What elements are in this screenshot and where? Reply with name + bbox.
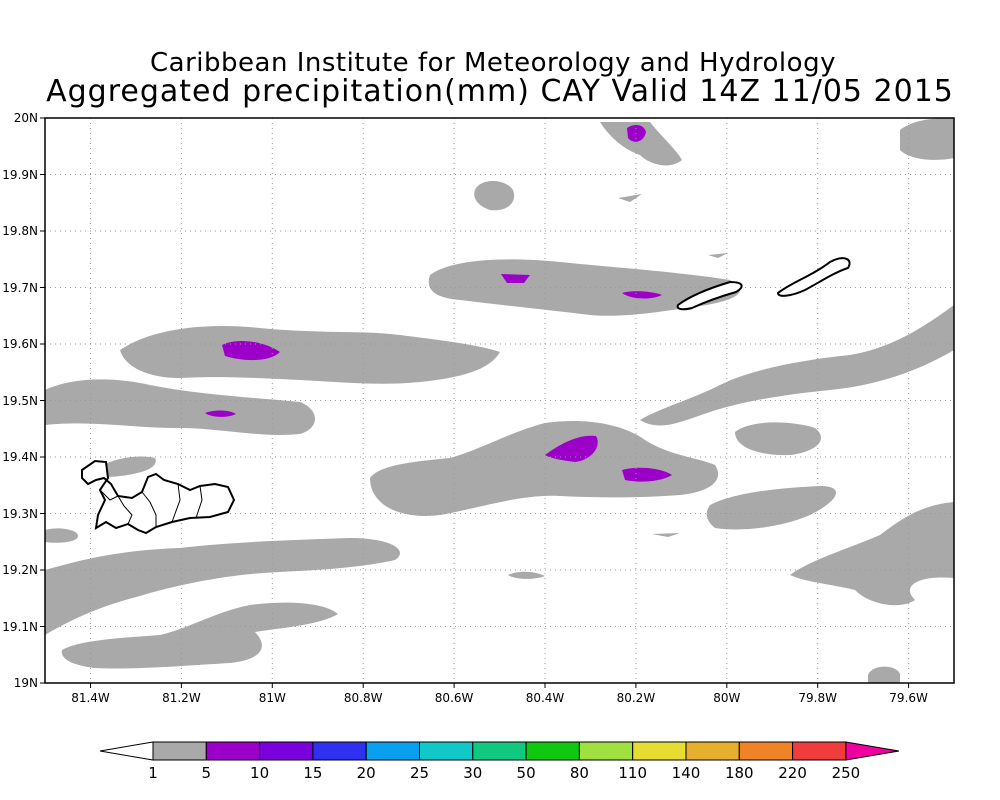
colorbar-cell [792,741,847,761]
colorbar-label: 5 [202,764,212,782]
x-tick-label: 80.8W [344,691,383,705]
colorbar-cell [365,741,421,761]
map-title-line1: Caribbean Institute for Meteorology and … [150,48,836,78]
y-tick-label: 19.4N [2,450,38,464]
y-tick-label: 19N [14,676,38,690]
colorbar-label: 25 [410,764,429,782]
colorbar-cell [312,741,367,761]
precip-area [708,253,728,258]
x-tick-label: 81.2W [162,691,201,705]
precip-area [120,326,500,384]
y-axis-labels: 20N 19.9N 19.8N 19.7N 19.6N 19.5N 19.4N … [2,111,38,690]
little-cayman-island [676,280,743,311]
cayman-islands-outline [81,257,851,535]
x-tick-label: 80W [713,691,740,705]
x-axis-labels: 81.4W 81.2W 81W 80.8W 80.6W 80.4W 80.2W … [71,691,928,705]
colorbar-label: 20 [357,764,376,782]
precip-area [790,502,954,606]
x-tick-label: 80.4W [526,691,565,705]
colorbar-label: 180 [725,764,754,782]
precip-area [428,259,740,316]
x-tick-label: 80.6W [435,691,474,705]
colorbar-cell [632,741,687,761]
precip-area [45,379,315,435]
precip-area [474,181,515,211]
colorbar-label: 50 [517,764,536,782]
colorbar-cell [419,741,474,761]
axis-ticks [40,117,910,688]
colorbar-label: 220 [778,764,807,782]
y-tick-label: 19.7N [2,281,38,295]
x-tick-label: 81.4W [71,691,110,705]
precip-area [900,118,954,160]
cayman-brac-island [776,257,851,297]
colorbar-cell [738,741,794,761]
precip-area [706,486,837,530]
colorbar-cell [685,741,740,761]
x-tick-label: 80.2W [617,691,656,705]
x-tick-label: 81W [259,691,286,705]
grand-cayman-island [81,459,236,535]
precip-area-heavy [222,340,280,361]
colorbar-label: 110 [618,764,647,782]
colorbar-label: 80 [570,764,589,782]
precip-area [735,422,821,456]
y-tick-label: 19.9N [2,168,38,182]
precip-area [652,533,680,537]
precip-area [618,194,642,202]
precip-area [508,571,545,579]
grand-cayman-districts [99,483,203,527]
precip-area [640,305,954,426]
colorbar-cell [472,741,527,761]
colorbar-cell [259,741,314,761]
x-tick-label: 79.8W [798,691,837,705]
precip-area [370,421,719,516]
colorbar-label: 10 [250,764,269,782]
colorbar-low-arrow [99,741,154,761]
precip-area-heavy [622,291,662,299]
map-grid [45,118,954,683]
colorbar-cell [525,741,580,761]
precip-area [95,456,156,477]
precip-area-heavy [545,435,598,462]
precipitation-field [45,118,954,683]
precipitation-colorbar: 1 5 10 15 20 25 30 50 80 110 140 180 220 250 [99,741,899,782]
x-tick-label: 79.6W [889,691,928,705]
precip-area [45,528,78,543]
colorbar-label: 1 [148,764,158,782]
precip-area-heavy [622,467,672,482]
y-tick-label: 19.6N [2,337,38,351]
y-tick-label: 19.5N [2,394,38,408]
colorbar-label: 15 [303,764,322,782]
colorbar-label: 30 [463,764,482,782]
colorbar-label: 140 [672,764,701,782]
y-tick-label: 20N [14,111,38,125]
colorbar-cell [152,741,207,761]
precip-area [600,122,682,166]
colorbar-label: 250 [832,764,861,782]
y-tick-label: 19.2N [2,563,38,577]
colorbar-cell [578,741,634,761]
colorbar-high-arrow [845,741,899,761]
y-tick-label: 19.1N [2,620,38,634]
colorbar-cell [205,741,261,761]
precip-area-heavy [205,410,236,417]
y-tick-label: 19.8N [2,224,38,238]
precip-area-heavy [501,274,530,283]
precip-area [61,602,338,669]
precip-area [868,666,900,683]
map-title-line2: Aggregated precipitation(mm) CAY Valid 1… [46,74,954,109]
precip-area-heavy [627,124,646,142]
precip-area [45,538,400,635]
y-tick-label: 19.3N [2,507,38,521]
